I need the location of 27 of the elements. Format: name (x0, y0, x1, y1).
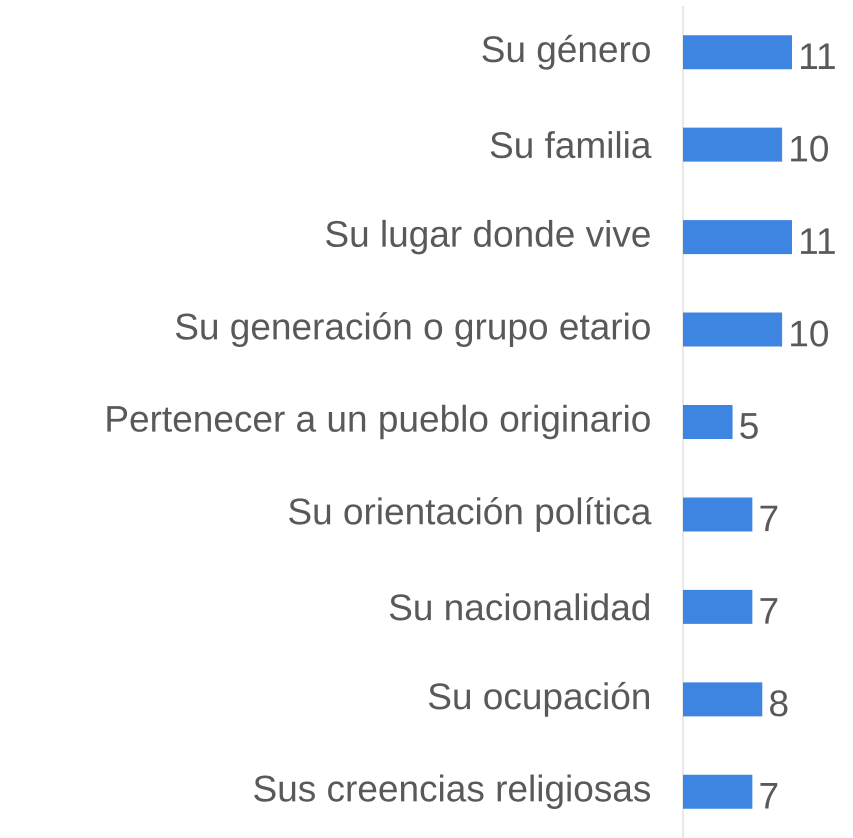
y-tick-label: Su ocupación (428, 682, 650, 717)
bar (683, 128, 782, 162)
data-label: 10 (791, 320, 828, 347)
bar (683, 774, 752, 809)
bar (683, 497, 752, 532)
bar (683, 682, 762, 716)
bar (683, 404, 733, 439)
y-tick-label: Su nacionalidad (390, 593, 649, 620)
data-label: 10 (791, 136, 828, 162)
bar (683, 312, 782, 347)
data-label: 7 (760, 783, 778, 808)
data-label: 5 (740, 413, 758, 439)
data-label: 8 (770, 690, 788, 716)
data-label: 11 (801, 228, 835, 254)
data-label: 11 (801, 43, 835, 69)
y-tick-label: Su orientación política (289, 496, 652, 532)
y-tick-label: Pertenecer a un pueblo originario (107, 404, 650, 440)
y-tick-label: Su lugar donde vive (326, 220, 650, 254)
y-tick-label: Sus creencias religiosas (254, 774, 650, 810)
bar (683, 35, 792, 70)
data-label: 7 (760, 506, 778, 532)
y-tick-label: Su familia (490, 131, 652, 158)
y-tick-label: Su generación o grupo etario (176, 312, 650, 348)
bar (683, 590, 752, 624)
y-tick-label: Su género (482, 34, 650, 70)
data-label: 7 (760, 598, 778, 624)
bar (683, 220, 792, 254)
